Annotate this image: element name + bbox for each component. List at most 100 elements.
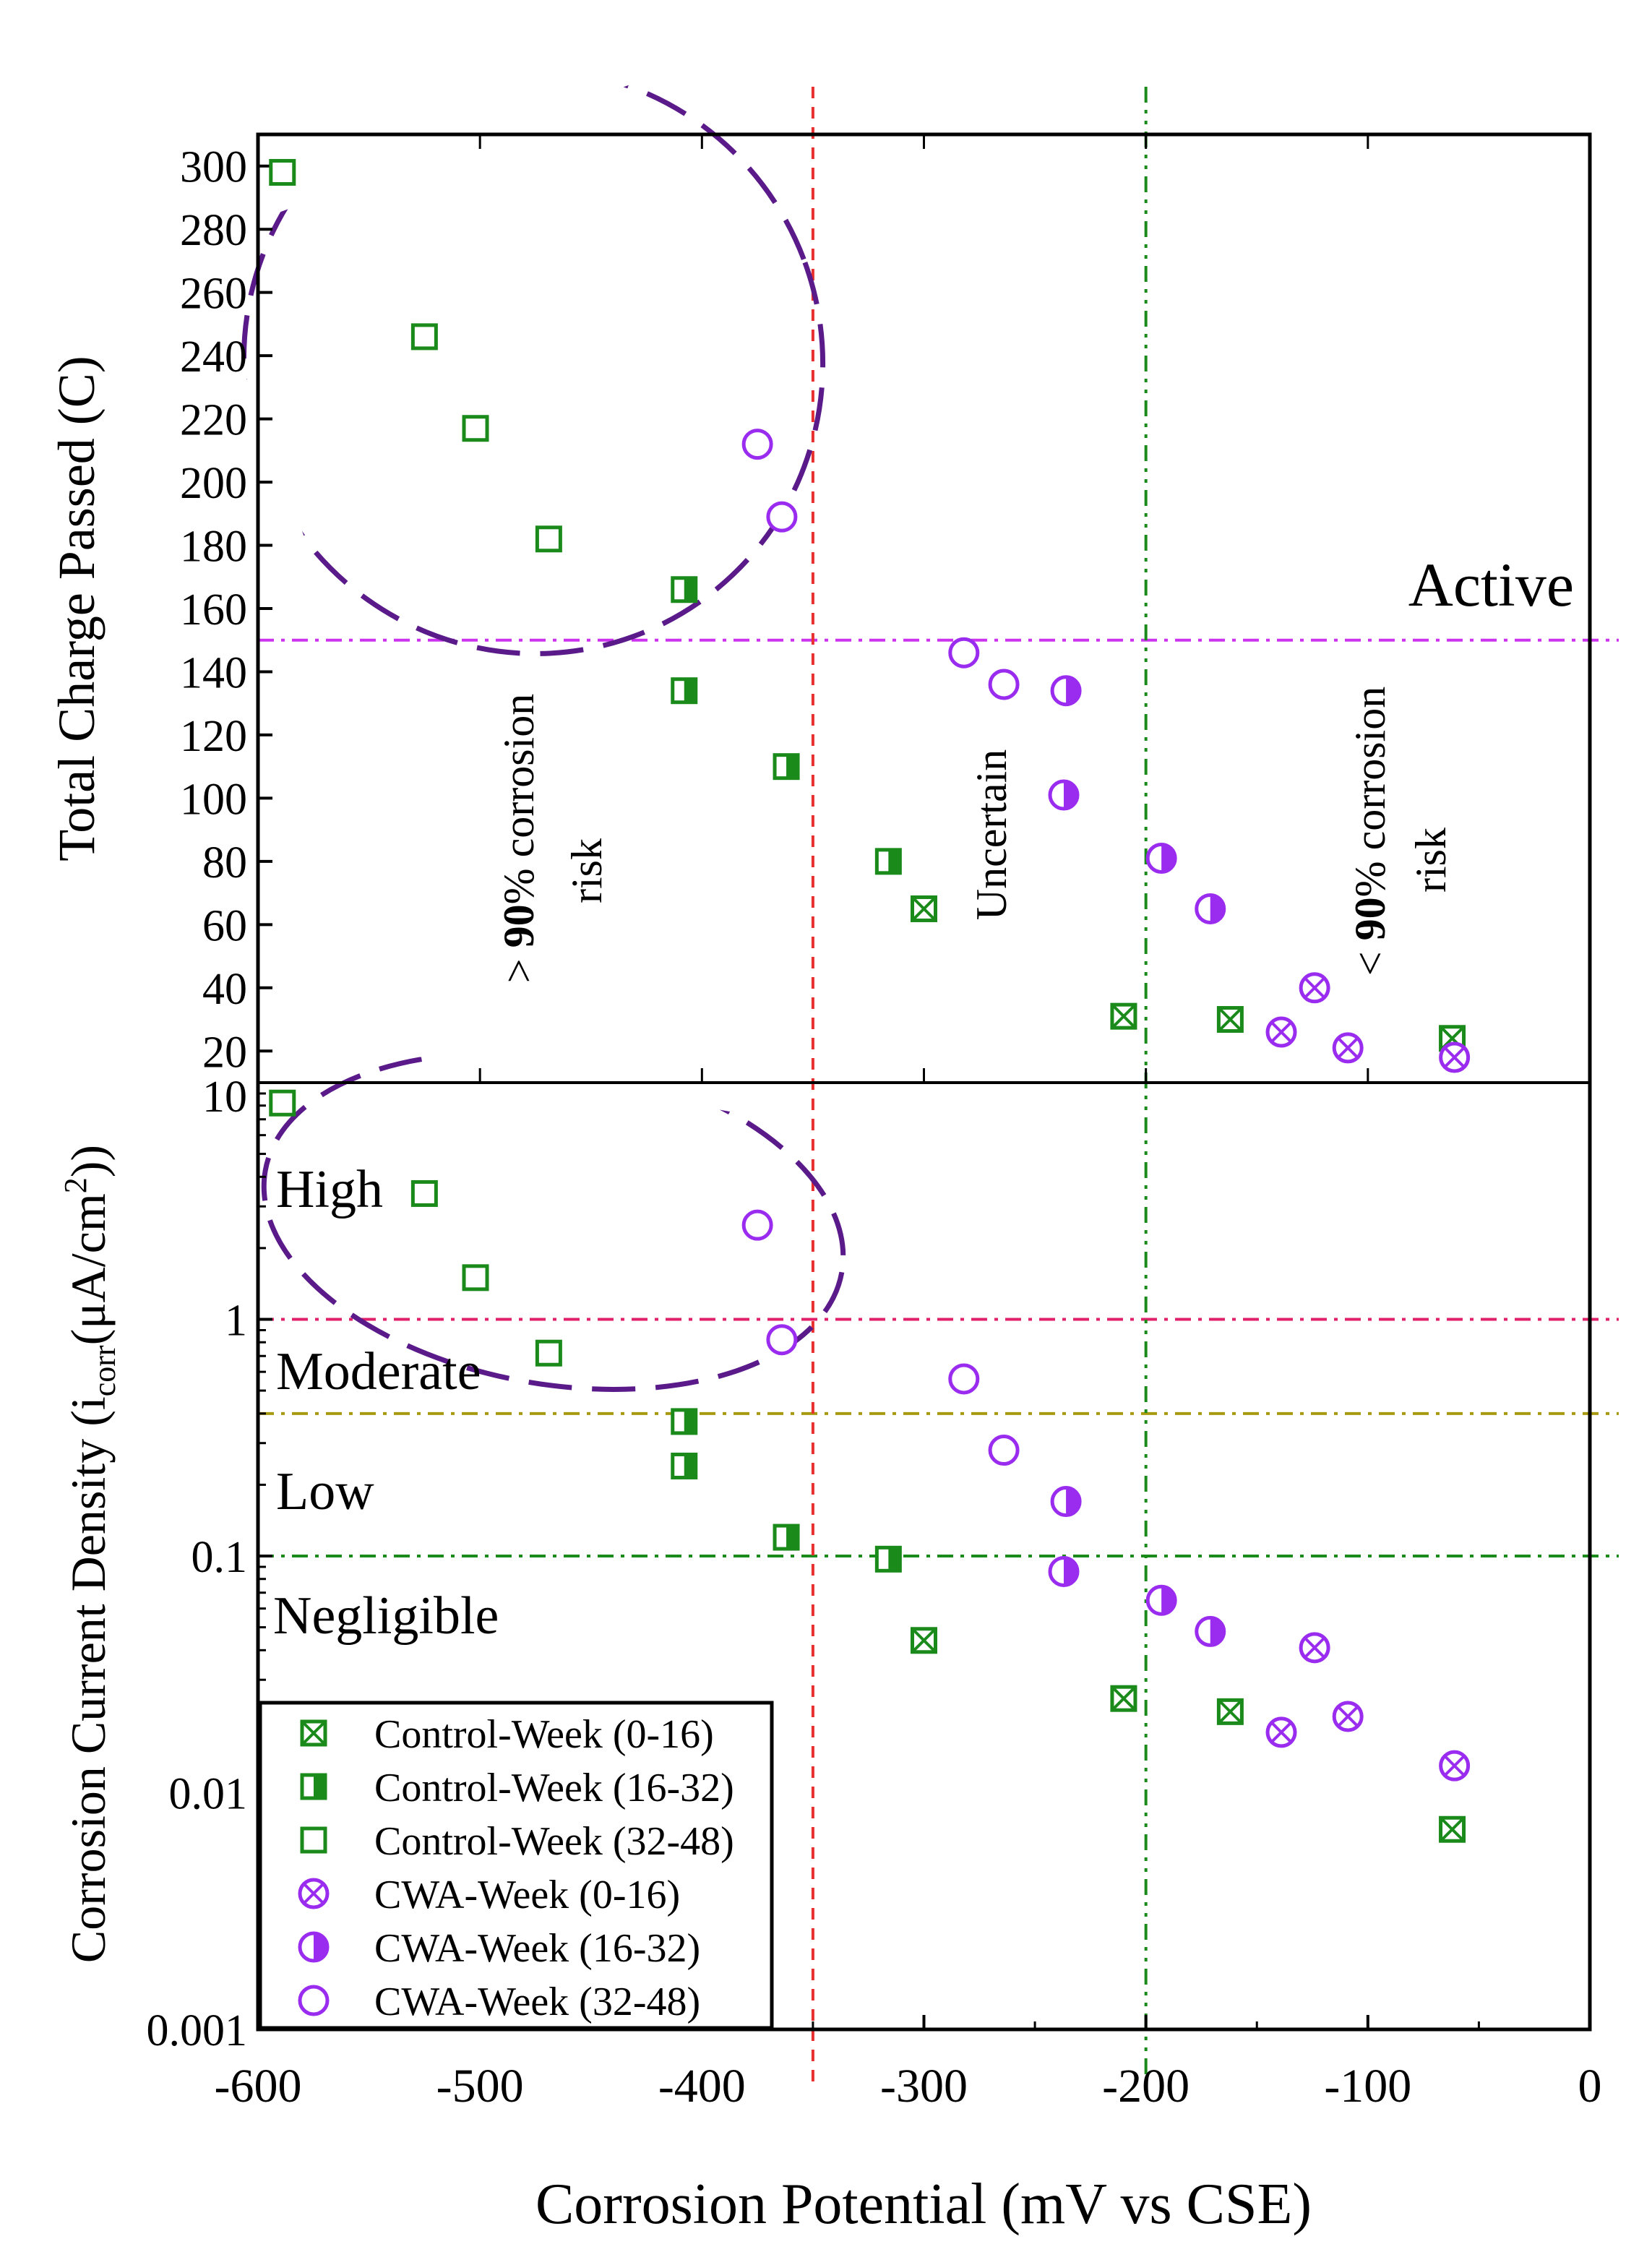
- top-y-tick-label: 80: [202, 838, 247, 888]
- bottom-data-point: [741, 1209, 773, 1241]
- top-data-point: [1050, 675, 1082, 707]
- bottom-data-point: [1216, 1698, 1244, 1725]
- top-data-point-shape: [462, 415, 489, 442]
- top-data-point: [948, 637, 980, 669]
- bottom-data-point-shape: [948, 1363, 980, 1395]
- top-data-point: [911, 895, 937, 922]
- bottom-data-point: [1439, 1750, 1471, 1782]
- x-tick-label: 0: [1578, 2060, 1602, 2113]
- bottom-data-point-shape: [269, 1089, 296, 1117]
- bottom-data-point-shape: [988, 1435, 1020, 1466]
- top-data-point: [1195, 893, 1226, 924]
- top-y-tick-label: 100: [180, 775, 247, 824]
- bottom-data-point: [671, 1408, 698, 1435]
- top-y-tick-label: 260: [180, 270, 247, 319]
- legend-marker-shape: [300, 1826, 327, 1854]
- top-data-point: [1110, 1002, 1137, 1030]
- low-risk-annotation: < 90% corrosion: [1346, 687, 1394, 976]
- legend-items: Control-Week (0-16) Control-Week (16-32) C…: [298, 1712, 734, 2024]
- top-y-tick-label: 40: [202, 965, 247, 1014]
- top-data-point: [773, 753, 800, 781]
- bottom-data-point-cross: [1337, 1706, 1359, 1727]
- bottom-y-tick-label: 0.01: [169, 1770, 248, 1819]
- top-data-point-cross: [1217, 1007, 1243, 1032]
- bottom-data-point: [911, 1627, 937, 1654]
- top-data-point-shape: [766, 501, 798, 533]
- top-data-point-shape: [535, 525, 562, 553]
- bottom-data-point: [988, 1435, 1020, 1466]
- bottom-data-point-fill: [1210, 1617, 1224, 1646]
- low-risk-annotation-line2: risk: [1407, 828, 1455, 893]
- top-data-point: [1048, 779, 1080, 811]
- low-risk-prefix: <: [1346, 940, 1394, 976]
- bottom-data-point-cross: [1270, 1722, 1292, 1743]
- bottom-data-point-shape: [462, 1264, 489, 1292]
- x-tick-label: -100: [1324, 2060, 1411, 2113]
- top-data-point-cross: [911, 896, 937, 921]
- bottom-y-label-sub: corr: [87, 1345, 122, 1396]
- top-data-point: [1265, 1016, 1297, 1048]
- bottom-data-point: [1332, 1701, 1364, 1732]
- top-y-tick-label: 140: [180, 648, 247, 697]
- bottom-data-point-fill: [888, 1547, 900, 1571]
- high-risk-annotation-line2: risk: [563, 838, 611, 903]
- x-tick-label: -400: [658, 2060, 746, 2113]
- bottom-data-point-cross: [1443, 1755, 1466, 1777]
- high-risk-ellipse-top: [241, 66, 826, 656]
- top-data-point: [741, 429, 773, 460]
- top-data-point-fill: [684, 679, 696, 702]
- bottom-data-point: [462, 1264, 489, 1292]
- bottom-data-point: [1145, 1584, 1177, 1616]
- bottom-data-point: [1110, 1685, 1137, 1712]
- top-data-point: [1332, 1032, 1364, 1064]
- bottom-data-point: [1048, 1555, 1080, 1587]
- top-y-tick-label: 60: [202, 901, 247, 950]
- top-data-point-shape: [948, 637, 980, 669]
- top-data-point: [874, 848, 902, 875]
- top-data-point: [671, 677, 698, 705]
- top-data-point-cross: [1111, 1003, 1137, 1029]
- bottom-data-point: [1195, 1615, 1226, 1647]
- zone-label-negligible: Negligible: [273, 1586, 499, 1646]
- top-data-point-cross: [1443, 1047, 1466, 1068]
- legend-marker-cross: [303, 1883, 324, 1904]
- top-y-tick-label: 160: [180, 585, 247, 635]
- legend-marker: [300, 1719, 327, 1747]
- bottom-data-point: [671, 1452, 698, 1479]
- bottom-data-point: [766, 1324, 798, 1356]
- bottom-data-point: [410, 1179, 438, 1207]
- bottom-data-point-fill: [684, 1454, 696, 1478]
- bottom-data-point: [874, 1545, 902, 1573]
- bottom-data-point-fill: [684, 1409, 696, 1433]
- bottom-data-point-fill: [1066, 1487, 1080, 1516]
- legend-marker: [300, 1773, 327, 1800]
- top-data-point-shape: [410, 323, 438, 351]
- bottom-data-point: [1439, 1815, 1466, 1843]
- top-data-point-shape: [988, 669, 1020, 700]
- legend-marker-shape: [298, 1985, 330, 2016]
- top-data-point: [1439, 1041, 1471, 1073]
- bottom-y-tick-label: 0.1: [192, 1533, 248, 1582]
- top-data-point: [1299, 972, 1330, 1004]
- top-y-tick-label: 180: [180, 523, 247, 572]
- x-tick-label: -600: [215, 2060, 302, 2113]
- top-data-point-fill: [1066, 676, 1080, 705]
- top-y-tick-label: 200: [180, 459, 247, 508]
- top-data-point-shape: [741, 429, 773, 460]
- data-points: [269, 158, 1471, 1843]
- high-risk-number: 90: [495, 904, 543, 947]
- top-data-point: [671, 576, 698, 603]
- top-data-point-fill: [786, 755, 799, 778]
- bottom-data-point-cross: [1111, 1685, 1137, 1711]
- top-y-tick-label: 120: [180, 712, 247, 761]
- bottom-data-point: [535, 1339, 562, 1367]
- bottom-data-point: [773, 1523, 800, 1551]
- top-y-tick-label: 220: [180, 396, 247, 445]
- legend-box: [258, 1701, 774, 2030]
- legend-marker: [300, 1826, 327, 1854]
- legend-entry-label: CWA-Week (0-16): [374, 1873, 680, 1917]
- legend: Control-Week (0-16) Control-Week (16-32) C…: [258, 1701, 774, 2030]
- bottom-y-axis-label: Corrosion Current Density (icorr(μA/cm2)…: [58, 1145, 122, 1963]
- bottom-data-point-cross: [1304, 1636, 1325, 1659]
